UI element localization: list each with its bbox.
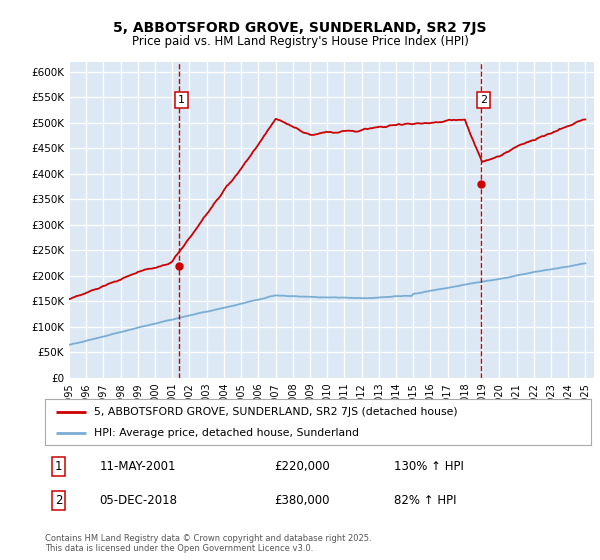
Text: 5, ABBOTSFORD GROVE, SUNDERLAND, SR2 7JS: 5, ABBOTSFORD GROVE, SUNDERLAND, SR2 7JS [113,21,487,35]
Text: 1: 1 [178,95,185,105]
Text: 2: 2 [480,95,487,105]
Text: Price paid vs. HM Land Registry's House Price Index (HPI): Price paid vs. HM Land Registry's House … [131,35,469,48]
Text: 05-DEC-2018: 05-DEC-2018 [100,494,178,507]
Text: 5, ABBOTSFORD GROVE, SUNDERLAND, SR2 7JS (detached house): 5, ABBOTSFORD GROVE, SUNDERLAND, SR2 7JS… [94,407,458,417]
Text: Contains HM Land Registry data © Crown copyright and database right 2025.
This d: Contains HM Land Registry data © Crown c… [45,534,371,553]
Text: 11-MAY-2001: 11-MAY-2001 [100,460,176,473]
Text: £380,000: £380,000 [274,494,330,507]
Text: HPI: Average price, detached house, Sunderland: HPI: Average price, detached house, Sund… [94,428,359,438]
Text: 82% ↑ HPI: 82% ↑ HPI [394,494,457,507]
Text: 2: 2 [55,494,62,507]
Text: £220,000: £220,000 [274,460,330,473]
Text: 130% ↑ HPI: 130% ↑ HPI [394,460,464,473]
Text: 1: 1 [55,460,62,473]
